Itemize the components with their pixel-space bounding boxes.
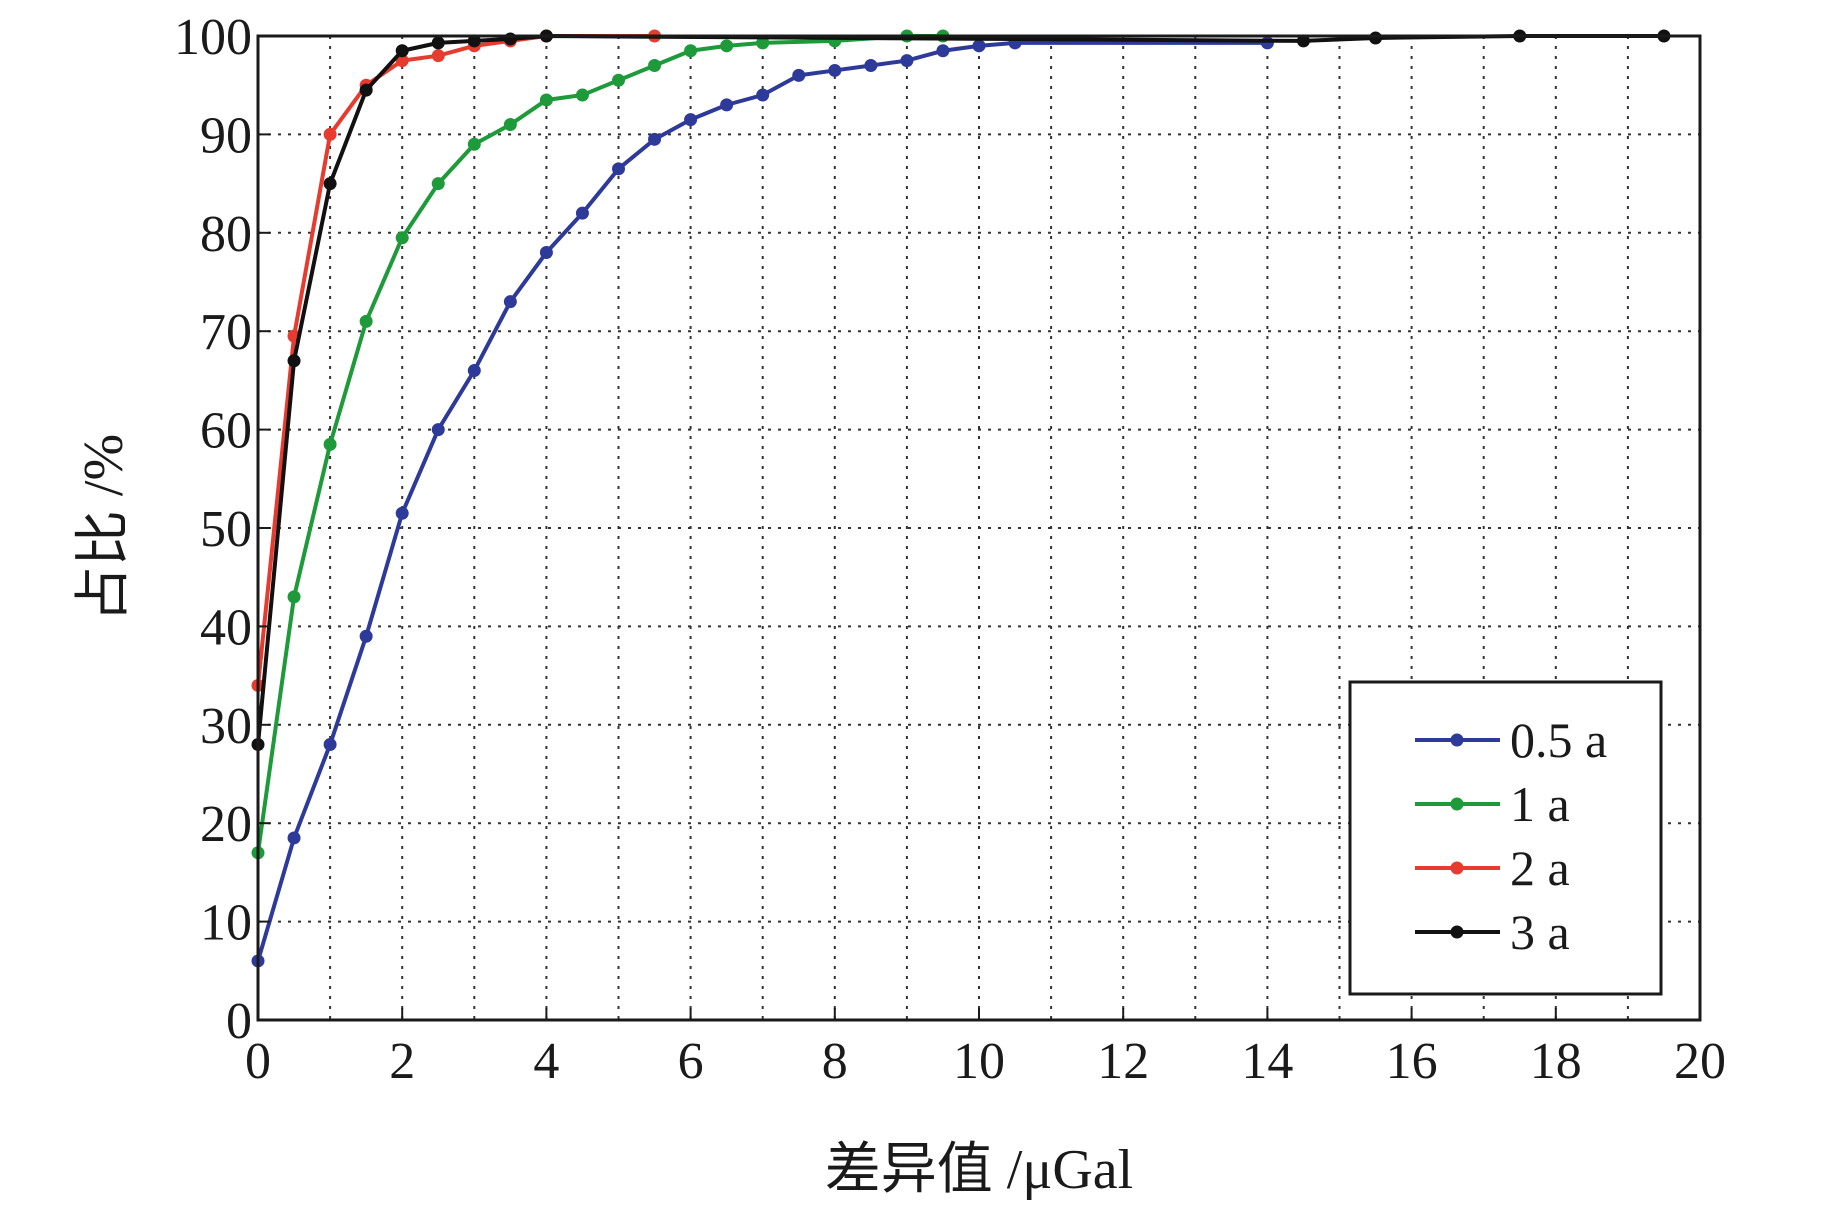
legend-label: 0.5 a: [1510, 712, 1607, 768]
legend-label: 3 a: [1510, 904, 1570, 960]
data-point: [467, 137, 481, 151]
data-point: [287, 831, 301, 845]
data-point: [792, 68, 806, 82]
data-point: [431, 36, 445, 50]
data-point: [323, 177, 337, 191]
data-point: [936, 44, 950, 58]
data-point: [539, 245, 553, 259]
y-tick-label: 60: [200, 403, 252, 460]
x-tick-label: 12: [1097, 1033, 1149, 1090]
data-point: [575, 206, 589, 220]
data-point: [431, 49, 445, 63]
data-point: [900, 54, 914, 68]
data-point: [756, 36, 770, 50]
data-point: [467, 34, 481, 48]
data-point: [467, 364, 481, 378]
data-point: [539, 93, 553, 107]
legend-swatch-marker: [1450, 733, 1464, 747]
x-tick-label: 4: [533, 1033, 559, 1090]
legend-item: 0.5 a: [1415, 712, 1607, 768]
data-point: [287, 354, 301, 368]
legend-label: 1 a: [1510, 776, 1570, 832]
y-tick-label: 90: [200, 107, 252, 164]
data-point: [503, 118, 517, 132]
x-axis-title: 差异值 /μGal: [825, 1139, 1133, 1201]
legend-label: 2 a: [1510, 840, 1570, 896]
data-point: [720, 98, 734, 112]
data-point: [431, 423, 445, 437]
data-point: [395, 44, 409, 58]
data-point: [972, 39, 986, 53]
data-point: [684, 44, 698, 58]
y-tick-label: 0: [226, 993, 252, 1050]
legend-box: [1348, 680, 1663, 996]
y-tick-label: 80: [200, 206, 252, 263]
y-tick-label: 20: [200, 796, 252, 853]
data-point: [359, 83, 373, 97]
legend: 0.5 a 1 a 2 a 3 a: [1348, 680, 1663, 996]
data-point: [864, 59, 878, 73]
x-tick-label: 6: [678, 1033, 704, 1090]
data-point: [503, 295, 517, 309]
x-tick-label: 0: [245, 1033, 271, 1090]
legend-swatch-marker: [1450, 797, 1464, 811]
legend-item: 3 a: [1415, 904, 1570, 960]
legend-item: 2 a: [1415, 840, 1570, 896]
x-tick-label: 18: [1530, 1033, 1582, 1090]
data-point: [359, 629, 373, 643]
x-tick-label: 20: [1674, 1033, 1726, 1090]
legend-item: 1 a: [1415, 776, 1570, 832]
data-point: [1260, 36, 1274, 50]
data-point: [395, 506, 409, 520]
y-tick-label: 40: [200, 599, 252, 656]
x-tick-label: 16: [1386, 1033, 1438, 1090]
data-point: [323, 437, 337, 451]
data-point: [575, 88, 589, 102]
y-tick-label: 70: [200, 304, 252, 361]
y-tick-label: 30: [200, 698, 252, 755]
data-point: [612, 73, 625, 87]
series-1: [251, 36, 1274, 968]
data-point: [395, 54, 409, 68]
y-tick-label: 100: [174, 9, 252, 66]
data-point: [1296, 34, 1310, 48]
data-point: [648, 59, 662, 73]
data-point: [323, 737, 337, 751]
data-point: [756, 88, 770, 102]
data-point: [648, 132, 662, 146]
x-tick-label: 2: [389, 1033, 415, 1090]
series-4: [251, 29, 1671, 751]
data-point: [1369, 31, 1383, 45]
data-point: [503, 32, 517, 46]
data-point: [395, 231, 409, 245]
data-point: [323, 127, 337, 141]
data-point: [359, 314, 373, 328]
series-line: [256, 34, 943, 853]
y-tick-label: 50: [200, 501, 252, 558]
legend-swatch-marker: [1450, 861, 1464, 875]
axis-ticks: 0 2 4 6 8 10 12 14 16 18 20 0 10 20 30 40 50 60 70 80 90 100: [174, 9, 1726, 1090]
data-point: [431, 177, 445, 191]
data-point: [720, 39, 734, 53]
legend-swatch-marker: [1450, 925, 1464, 939]
data-point: [684, 113, 698, 127]
y-tick-label: 10: [200, 895, 252, 952]
series-group: [251, 29, 1671, 968]
x-tick-label: 14: [1241, 1033, 1293, 1090]
data-point: [287, 590, 301, 604]
x-tick-label: 8: [822, 1033, 848, 1090]
y-axis-title: 占比 /%: [73, 434, 135, 622]
data-point: [828, 63, 842, 77]
x-tick-label: 10: [953, 1033, 1005, 1090]
data-point: [612, 162, 625, 176]
